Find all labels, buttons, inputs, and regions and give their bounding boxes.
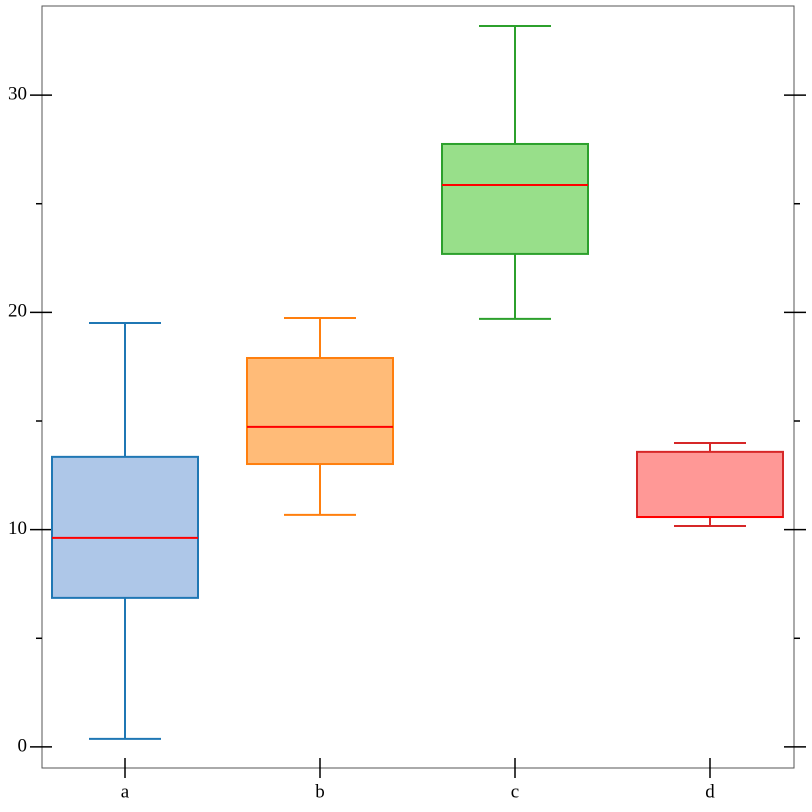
y-tick-label: 30 — [8, 83, 27, 104]
y-tick-label: 10 — [8, 518, 27, 539]
x-tick-label: a — [121, 781, 130, 802]
plot-frame — [41, 5, 795, 769]
box — [246, 356, 394, 466]
x-tick-label: c — [511, 781, 519, 802]
box — [51, 455, 199, 599]
box — [441, 142, 589, 255]
x-tick-label: d — [705, 781, 715, 802]
box — [636, 450, 784, 519]
y-tick-label: 20 — [8, 301, 27, 322]
y-tick-label: 0 — [18, 735, 28, 756]
x-tick-label: b — [315, 781, 325, 802]
